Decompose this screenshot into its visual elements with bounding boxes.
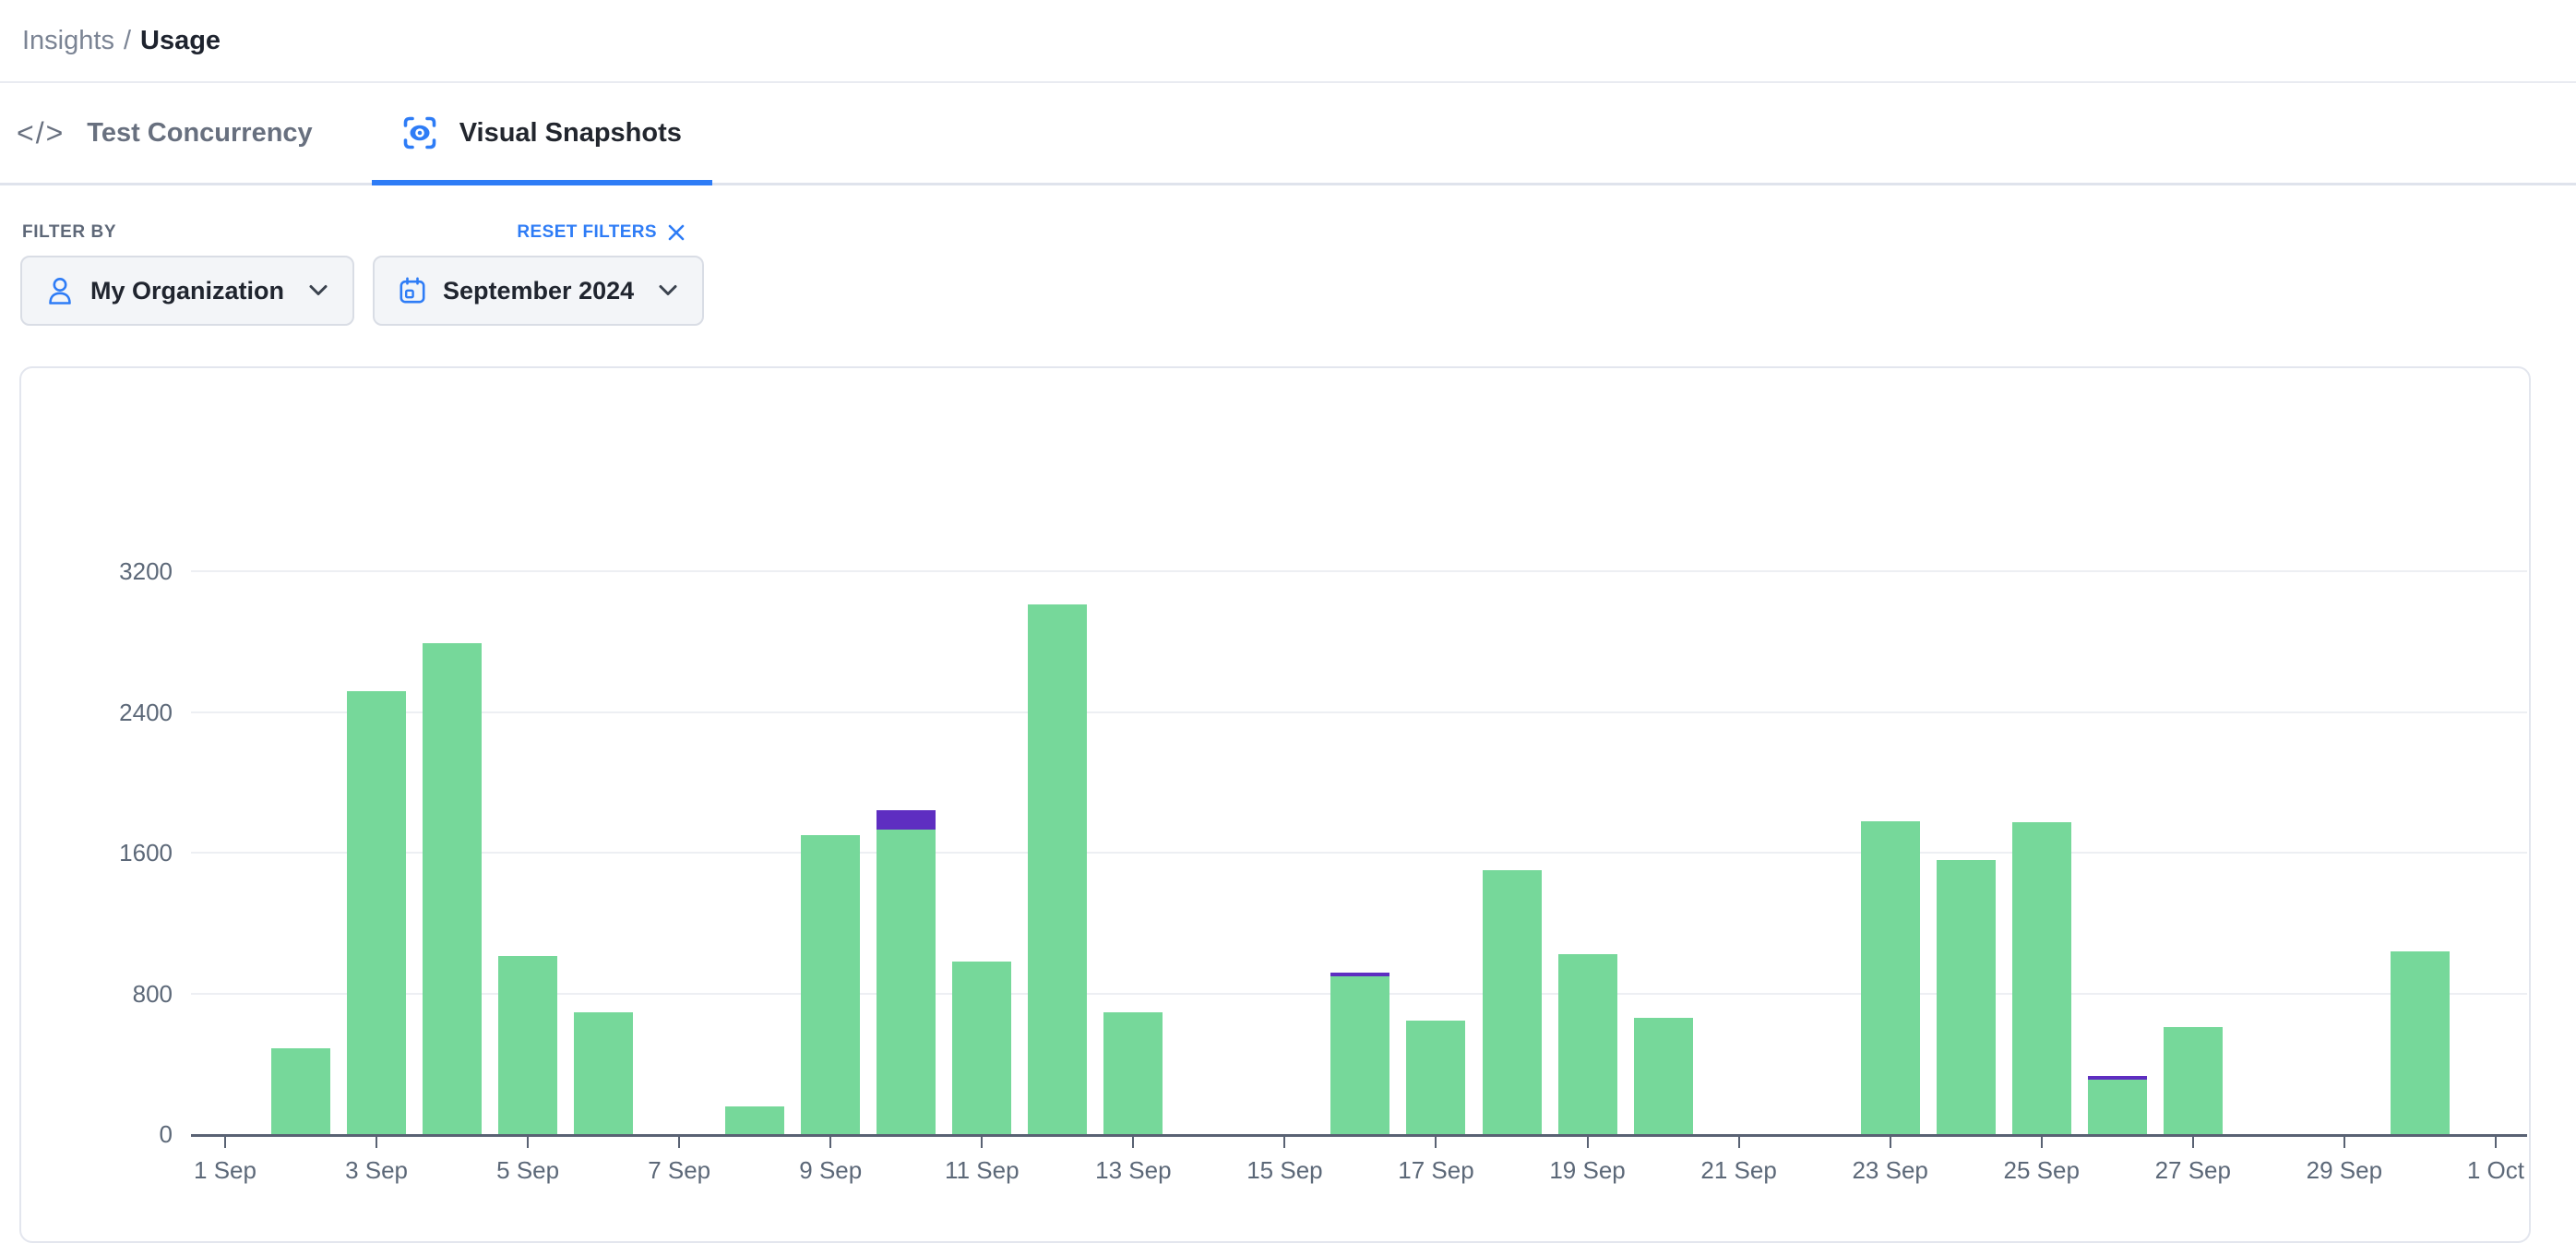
filter-buttons-row: My Organization September 2024	[20, 256, 705, 326]
x-axis-tick	[2191, 1135, 2194, 1148]
bar-25-sep[interactable]	[2011, 821, 2071, 1134]
date-range-dropdown-value: September 2024	[443, 276, 635, 305]
tab-label: Test Concurrency	[87, 117, 313, 148]
y-axis-label: 3200	[119, 557, 173, 585]
bar-23-sep[interactable]	[1860, 820, 1920, 1134]
y-axis-label: 800	[132, 979, 173, 1008]
x-axis-label: 15 Sep	[1246, 1156, 1323, 1184]
bar-5-sep[interactable]	[498, 956, 558, 1134]
x-axis-tick	[376, 1135, 378, 1148]
tab-bar: </> Test Concurrency Visual Snapshots	[0, 83, 2576, 185]
calendar-icon	[399, 277, 426, 305]
organization-dropdown[interactable]: My Organization	[20, 256, 355, 326]
bar-2-sep[interactable]	[271, 1047, 331, 1134]
gridline-2400	[191, 711, 2527, 713]
x-axis-tick	[1737, 1135, 1740, 1148]
date-range-dropdown[interactable]: September 2024	[373, 256, 705, 326]
x-axis-tick	[2040, 1135, 2043, 1148]
chevron-down-icon	[308, 284, 328, 297]
eye-scan-icon	[402, 115, 437, 150]
bar-27-sep[interactable]	[2163, 1026, 2223, 1134]
x-axis-label: 11 Sep	[945, 1156, 1020, 1184]
bar-26-sep[interactable]	[2087, 1079, 2147, 1134]
x-axis-label: 1 Oct	[2466, 1156, 2524, 1184]
page-title: Usage	[140, 25, 221, 55]
x-axis-tick	[1889, 1135, 1891, 1148]
person-icon	[46, 276, 74, 305]
bar-20-sep[interactable]	[1633, 1018, 1693, 1134]
y-axis-label: 0	[159, 1120, 173, 1148]
reset-filters-label: RESET FILTERS	[517, 222, 657, 242]
x-axis-line	[191, 1134, 2527, 1137]
bar-secondary-16-sep[interactable]	[1330, 972, 1390, 977]
filter-header-row: FILTER BY RESET FILTERS	[22, 222, 686, 243]
breadcrumb-separator: /	[123, 25, 132, 55]
x-axis-tick	[981, 1135, 984, 1148]
breadcrumb: Insights / Usage	[0, 0, 2576, 83]
x-axis-tick	[1435, 1135, 1437, 1148]
bar-17-sep[interactable]	[1406, 1021, 1466, 1134]
x-axis-tick	[527, 1135, 530, 1148]
tab-visual-snapshots[interactable]: Visual Snapshots	[371, 83, 712, 185]
gridline-3200	[191, 570, 2527, 572]
bar-30-sep[interactable]	[2390, 950, 2450, 1134]
x-axis-tick	[2494, 1135, 2497, 1148]
bar-4-sep[interactable]	[423, 643, 483, 1134]
bar-12-sep[interactable]	[1028, 604, 1088, 1134]
x-axis-label: 5 Sep	[496, 1156, 560, 1184]
gridline-1600	[191, 852, 2527, 854]
x-axis-tick	[224, 1135, 226, 1148]
active-tab-underline	[371, 180, 712, 185]
bar-secondary-10-sep[interactable]	[877, 810, 936, 831]
x-axis-label: 23 Sep	[1852, 1156, 1928, 1184]
y-axis-label: 2400	[119, 698, 173, 726]
chevron-down-icon	[658, 284, 678, 297]
bar-11-sep[interactable]	[952, 962, 1012, 1134]
x-axis-label: 29 Sep	[2306, 1156, 2383, 1184]
bar-19-sep[interactable]	[1557, 953, 1617, 1134]
close-icon	[666, 222, 686, 243]
y-axis-label: 1600	[119, 839, 173, 867]
bar-secondary-26-sep[interactable]	[2087, 1076, 2147, 1080]
x-axis-tick	[1283, 1135, 1286, 1148]
bar-24-sep[interactable]	[1936, 859, 1996, 1134]
x-axis-tick	[1586, 1135, 1589, 1148]
organization-dropdown-value: My Organization	[90, 276, 285, 305]
filter-section: FILTER BY RESET FILTERS My Organization	[0, 187, 2576, 366]
filter-by-label: FILTER BY	[22, 222, 117, 242]
bar-13-sep[interactable]	[1103, 1012, 1163, 1134]
bar-16-sep[interactable]	[1330, 976, 1390, 1134]
x-axis-label: 7 Sep	[648, 1156, 711, 1184]
x-axis-label: 19 Sep	[1549, 1156, 1626, 1184]
breadcrumb-insights[interactable]: Insights	[22, 25, 114, 55]
x-axis-label: 21 Sep	[1700, 1156, 1777, 1184]
x-axis-label: 3 Sep	[345, 1156, 409, 1184]
tab-test-concurrency[interactable]: </> Test Concurrency	[17, 83, 342, 183]
x-axis-label: 25 Sep	[2003, 1156, 2080, 1184]
usage-chart-card: 0 800 1600 2400 3200 1 Sep 3 Sep 5 Sep 7 Sep 9 Se…	[19, 366, 2531, 1243]
x-axis-label: 27 Sep	[2154, 1156, 2231, 1184]
x-axis-tick	[2343, 1135, 2345, 1148]
bar-18-sep[interactable]	[1482, 870, 1542, 1134]
bar-3-sep[interactable]	[347, 690, 407, 1134]
bar-8-sep[interactable]	[725, 1106, 785, 1134]
x-axis-label: 13 Sep	[1095, 1156, 1172, 1184]
plot-area: 0 800 1600 2400 3200 1 Sep 3 Sep 5 Sep 7 Sep 9 Se…	[119, 559, 2527, 1184]
code-icon: </>	[17, 115, 66, 149]
reset-filters-button[interactable]: RESET FILTERS	[517, 222, 686, 243]
x-axis-label: 9 Sep	[799, 1156, 863, 1184]
x-axis-tick	[1132, 1135, 1135, 1148]
x-axis-label: 1 Sep	[194, 1156, 256, 1184]
x-axis-label: 17 Sep	[1398, 1156, 1474, 1184]
bar-9-sep[interactable]	[801, 834, 861, 1134]
bar-10-sep[interactable]	[877, 830, 936, 1134]
tab-label: Visual Snapshots	[459, 117, 682, 148]
x-axis-tick	[678, 1135, 681, 1148]
bar-6-sep[interactable]	[574, 1012, 634, 1134]
x-axis-tick	[829, 1135, 832, 1148]
